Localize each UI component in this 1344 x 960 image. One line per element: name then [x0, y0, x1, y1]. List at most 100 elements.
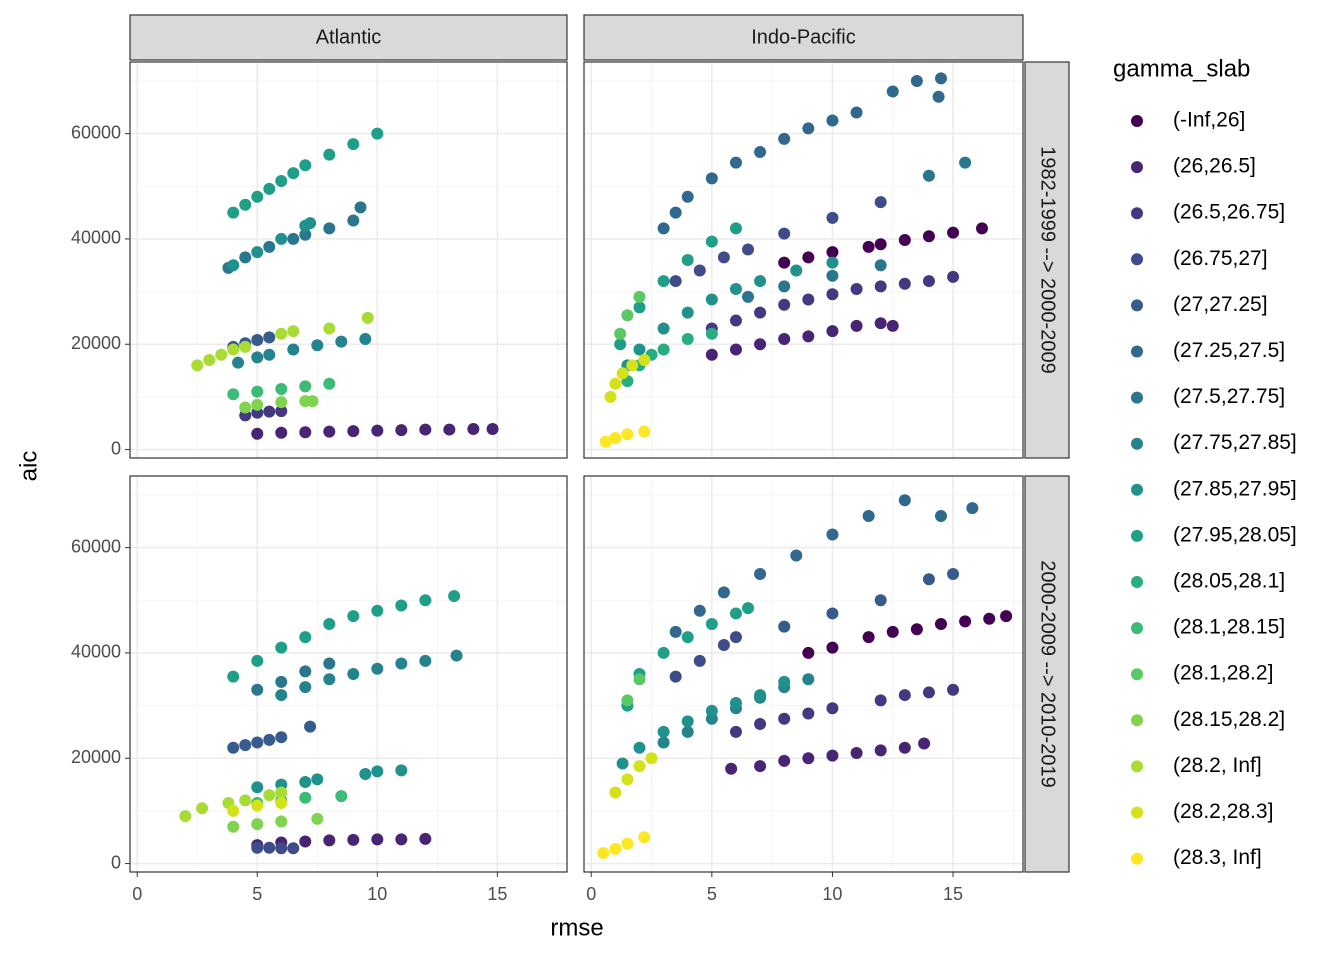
point	[299, 380, 312, 393]
point	[922, 573, 935, 586]
point	[886, 319, 899, 332]
point	[311, 339, 324, 352]
point	[922, 169, 935, 182]
point	[191, 359, 204, 372]
point	[778, 332, 791, 345]
point	[922, 686, 935, 699]
point	[215, 348, 228, 361]
point	[638, 354, 651, 367]
point	[621, 837, 634, 850]
point	[633, 290, 646, 303]
x-tick-label: 0	[132, 884, 142, 904]
point	[802, 646, 815, 659]
point	[874, 744, 887, 757]
point	[227, 206, 240, 219]
point	[826, 528, 839, 541]
point	[778, 754, 791, 767]
point	[638, 425, 651, 438]
legend-marker	[1131, 437, 1143, 450]
y-tick-label: 20000	[71, 333, 121, 353]
point	[239, 794, 252, 807]
legend-label: (26.5,26.75]	[1173, 201, 1285, 224]
point	[754, 567, 767, 580]
point	[227, 670, 240, 683]
point	[203, 354, 216, 367]
point	[657, 322, 670, 335]
point	[275, 815, 288, 828]
point	[251, 385, 264, 398]
point	[802, 122, 815, 135]
point	[802, 707, 815, 720]
point	[251, 654, 264, 667]
point	[947, 683, 960, 696]
y-tick-label: 60000	[71, 536, 121, 556]
point	[287, 325, 300, 338]
point	[395, 599, 408, 612]
point	[705, 327, 718, 340]
y-tick-label: 20000	[71, 747, 121, 767]
point	[657, 725, 670, 738]
panel-background	[584, 476, 1023, 872]
point	[934, 510, 947, 523]
point	[729, 314, 742, 327]
point	[251, 190, 264, 203]
point	[335, 335, 348, 348]
point	[609, 842, 622, 855]
point	[604, 390, 617, 403]
legend-label: (27.5,27.75]	[1173, 385, 1285, 408]
point	[371, 833, 384, 846]
point	[742, 602, 755, 615]
strip	[1024, 475, 1070, 873]
point	[874, 317, 887, 330]
point	[347, 214, 360, 227]
point	[826, 288, 839, 301]
point	[196, 802, 209, 815]
legend-marker	[1131, 161, 1143, 174]
point	[299, 159, 312, 172]
point	[323, 322, 336, 335]
legend-marker	[1131, 852, 1143, 865]
point	[354, 201, 367, 214]
point	[371, 604, 384, 617]
y-axis-label: aic	[15, 451, 42, 482]
point	[609, 377, 622, 390]
point	[657, 275, 670, 288]
point	[311, 812, 324, 825]
point	[275, 175, 288, 188]
point	[886, 625, 899, 638]
point	[275, 327, 288, 340]
point	[227, 343, 240, 356]
point	[802, 330, 815, 343]
point	[347, 138, 360, 151]
panel-border	[583, 475, 1024, 873]
point	[826, 749, 839, 762]
legend-label: (26.75,27]	[1173, 247, 1268, 270]
point	[669, 206, 682, 219]
point	[323, 425, 336, 438]
panel-border	[129, 475, 568, 873]
point	[910, 623, 923, 636]
point	[947, 567, 960, 580]
point	[729, 696, 742, 709]
point	[669, 275, 682, 288]
point	[657, 222, 670, 235]
point	[932, 90, 945, 103]
point	[657, 343, 670, 356]
point	[850, 282, 863, 295]
point	[874, 238, 887, 251]
point	[251, 841, 264, 854]
legend-label: (27.75,27.85]	[1173, 431, 1297, 454]
point	[826, 114, 839, 127]
point	[263, 240, 276, 253]
point	[263, 348, 276, 361]
point	[275, 426, 288, 439]
point	[826, 246, 839, 259]
x-tick-label: 10	[367, 884, 387, 904]
point	[898, 689, 911, 702]
point	[778, 712, 791, 725]
strip	[583, 14, 1024, 61]
point	[850, 746, 863, 759]
x-tick-label: 10	[822, 884, 842, 904]
point	[754, 146, 767, 159]
point	[754, 275, 767, 288]
